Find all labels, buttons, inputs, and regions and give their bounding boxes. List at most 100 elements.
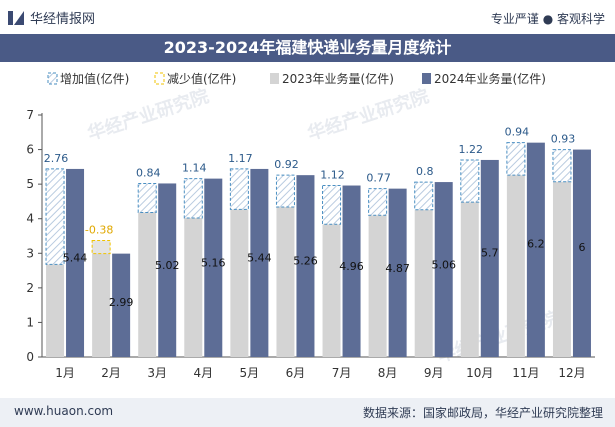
x-tick-label: 6月 (286, 366, 306, 380)
legend-swatch (154, 72, 165, 85)
value-label-2024: 4.87 (385, 262, 410, 275)
bar-2024 (572, 149, 591, 357)
legend-swatch (47, 72, 58, 85)
legend-swatch (270, 73, 279, 84)
x-tick-label: 5月 (240, 366, 260, 380)
increase-box (183, 178, 203, 219)
brand-name: 华经情报网 (30, 12, 96, 27)
x-tick-label: 8月 (378, 366, 398, 380)
bar-2024 (204, 178, 223, 357)
value-label-2024: 5.44 (247, 251, 272, 264)
increase-box (137, 182, 157, 213)
increase-box (275, 174, 295, 208)
y-tick-label: 4 (26, 212, 34, 226)
bar-2023 (184, 218, 203, 357)
watermark-text: 华经产业研究院 (85, 85, 212, 145)
increase-box (322, 185, 342, 225)
bar-2023 (414, 209, 433, 357)
legend-label: 2023年业务量(亿件) (282, 71, 394, 86)
top-bar: 华经情报网 专业严谨 ● 客观科学 (0, 0, 615, 34)
value-label-2024: 4.96 (339, 260, 364, 273)
x-tick-label: 10月 (466, 366, 493, 380)
bar-2024 (158, 183, 177, 357)
increase-box (414, 181, 434, 211)
bar-2024 (388, 188, 407, 357)
y-tick-label: 6 (26, 143, 34, 157)
y-tick-label: 7 (26, 108, 34, 122)
increase-label: 1.12 (320, 169, 345, 182)
legend-label: 增加值(亿件) (60, 71, 129, 86)
legend-label: 减少值(亿件) (167, 71, 236, 86)
x-tick-label: 4月 (193, 366, 213, 380)
legend-item: 增加值(亿件) (47, 71, 129, 86)
chart-title: 2023-2024年福建快递业务量月度统计 (0, 34, 615, 62)
legend-swatch (422, 73, 431, 84)
increase-label: 0.94 (505, 126, 530, 139)
y-tick-label: 0 (26, 350, 34, 364)
value-label-2024: 5.26 (293, 255, 318, 268)
bar-2024 (480, 159, 499, 357)
bar-2023 (138, 212, 157, 357)
value-label-2024: 2.99 (109, 296, 134, 309)
value-label-2024: 6.2 (527, 237, 545, 250)
value-label-2024: 5.02 (155, 259, 180, 272)
increase-label: 0.84 (136, 166, 161, 179)
y-tick-label: 5 (26, 177, 34, 191)
y-tick-label: 1 (26, 315, 34, 329)
decrease-box (91, 239, 111, 255)
x-tick-label: 1月 (55, 366, 75, 380)
increase-box (460, 159, 480, 203)
bar-2023 (322, 224, 341, 357)
decrease-label: -0.38 (85, 223, 113, 236)
website-link[interactable]: www.huaon.com (14, 404, 114, 418)
increase-label: 2.76 (44, 152, 69, 165)
legend-item: 2023年业务量(亿件) (270, 71, 394, 86)
watermark-text: 华经产业研究院 (305, 85, 432, 145)
increase-box (552, 149, 572, 183)
bar-2024 (342, 185, 361, 357)
value-label-2024: 6 (578, 241, 585, 254)
bar-2023 (276, 206, 295, 357)
bar-2024 (112, 253, 131, 357)
legend-item: 2024年业务量(亿件) (422, 71, 546, 86)
bar-2023 (230, 209, 249, 357)
increase-label: 1.22 (459, 143, 484, 156)
y-tick-label: 2 (26, 281, 34, 295)
increase-label: 1.14 (182, 162, 207, 175)
value-label-2024: 5.16 (201, 256, 226, 269)
bar-2024 (434, 182, 453, 357)
data-source: 数据来源：国家邮政局，华经产业研究院整理 (362, 406, 603, 420)
bar-2024 (296, 175, 315, 357)
legend-label: 2024年业务量(亿件) (434, 71, 546, 86)
y-tick-label: 3 (26, 246, 34, 260)
x-tick-label: 7月 (332, 366, 352, 380)
value-label-2024: 5.44 (63, 251, 88, 264)
footer-bar: www.huaon.com 数据来源：国家邮政局，华经产业研究院整理 (0, 398, 615, 427)
x-tick-label: 11月 (512, 366, 539, 380)
bar-2024 (526, 142, 545, 357)
x-tick-label: 9月 (424, 366, 444, 380)
legend-item: 减少值(亿件) (154, 71, 236, 86)
huajing-logo-icon (8, 10, 24, 25)
bar-2023 (506, 175, 525, 357)
value-label-2024: 5.7 (481, 247, 499, 260)
bar-2023 (552, 181, 571, 357)
bar-2023 (92, 240, 111, 357)
bar-2024 (250, 168, 269, 357)
increase-box (45, 168, 65, 265)
bar-2023 (46, 264, 65, 357)
increase-label: 0.92 (274, 158, 299, 171)
increase-label: 0.8 (416, 165, 434, 178)
brand[interactable]: 华经情报网 (8, 8, 95, 27)
x-tick-label: 2月 (101, 366, 121, 380)
x-tick-label: 3月 (147, 366, 167, 380)
value-label-2024: 5.06 (431, 258, 456, 271)
increase-label: 1.17 (228, 152, 253, 165)
increase-box (368, 188, 388, 216)
increase-label: 0.93 (551, 133, 576, 146)
bar-2023 (368, 215, 387, 357)
increase-label: 0.77 (366, 172, 391, 185)
slogan: 专业严谨 ● 客观科学 (490, 12, 605, 26)
increase-box (229, 168, 249, 210)
bar-chart: 华经产业研究院华经产业研究院华经产业研究院增加值(亿件)减少值(亿件)2023年… (26, 71, 595, 380)
